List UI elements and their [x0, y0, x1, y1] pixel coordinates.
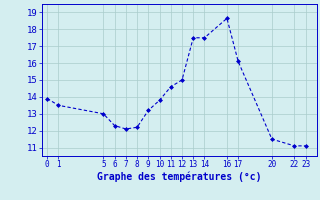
X-axis label: Graphe des températures (°c): Graphe des températures (°c): [97, 172, 261, 182]
